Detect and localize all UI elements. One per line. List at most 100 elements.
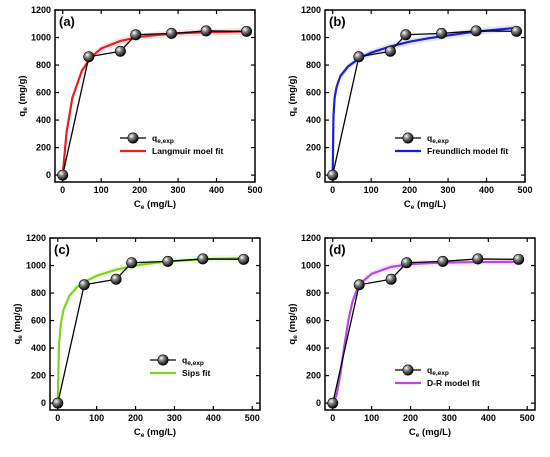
x-tick-label: 500 [520, 413, 535, 423]
y-tick-label: 0 [316, 398, 321, 408]
panel-label: (a) [59, 14, 75, 29]
y-tick-label: 200 [306, 371, 321, 381]
data-point [353, 51, 365, 63]
data-point [52, 397, 64, 409]
data-point [511, 25, 523, 37]
y-tick-label: 200 [31, 371, 46, 381]
legend-marker-exp [127, 132, 139, 144]
data-point [384, 45, 396, 57]
data-point [472, 253, 484, 265]
data-point [78, 279, 90, 291]
panel-label: (b) [329, 14, 346, 29]
legend-marker-exp [402, 364, 414, 376]
panel-2: 0 100 200 300 400 500 0 200 400 600 800 1000 1200 Ce … [12, 233, 261, 439]
legend-label-fit: D-R model fit [427, 378, 480, 388]
x-tick-label: 100 [364, 413, 379, 423]
legend-label-exp: qe,exp [152, 133, 174, 145]
y-tick-label: 800 [36, 60, 51, 70]
panel-label: (c) [54, 242, 70, 257]
plot-frame [324, 237, 536, 411]
x-tick-label: 400 [206, 413, 221, 423]
y-tick-label: 600 [306, 88, 321, 98]
y-tick-label: 400 [36, 115, 51, 125]
panel-0: 0 100 200 300 400 500 0 200 400 600 800 1000 1200 Ce … [17, 5, 263, 211]
legend-marker-exp [157, 354, 169, 366]
y-tick-label: 0 [316, 170, 321, 180]
data-point [437, 255, 449, 267]
fit-curve [61, 30, 248, 176]
data-point [110, 273, 122, 285]
data-point [513, 253, 525, 265]
data-point [400, 29, 412, 41]
legend-label-exp: qe,exp [427, 365, 449, 377]
plot-frame [324, 9, 526, 183]
data-point [327, 397, 339, 409]
y-tick-label: 1000 [31, 33, 51, 43]
data-point [401, 257, 413, 269]
x-tick-label: 200 [403, 413, 418, 423]
fit-confidence-band [57, 254, 245, 404]
plot-frame [54, 9, 256, 183]
y-tick-label: 1200 [31, 5, 51, 15]
legend-label-fit: Freundlich model fit [427, 146, 508, 156]
y-axis-label: qe (mg/g) [287, 303, 299, 344]
x-tick-label: 200 [128, 413, 143, 423]
x-tick-label: 500 [245, 413, 260, 423]
y-tick-label: 0 [46, 170, 51, 180]
x-tick-label: 100 [94, 185, 109, 195]
x-tick-label: 400 [479, 185, 494, 195]
y-tick-label: 800 [31, 288, 46, 298]
y-tick-label: 1200 [301, 5, 321, 15]
y-axis-label: qe (mg/g) [12, 303, 24, 344]
data-point [200, 25, 212, 37]
x-tick-label: 200 [132, 185, 147, 195]
panel-3: 0 100 200 300 400 500 0 200 400 600 800 1000 1200 Ce … [287, 233, 536, 439]
y-tick-label: 1000 [26, 261, 46, 271]
data-point [238, 253, 250, 265]
y-tick-label: 600 [36, 88, 51, 98]
x-tick-label: 500 [517, 185, 532, 195]
data-point [57, 169, 69, 181]
y-tick-label: 800 [306, 288, 321, 298]
x-tick-label: 0 [330, 413, 335, 423]
y-tick-label: 400 [306, 343, 321, 353]
y-tick-label: 400 [306, 115, 321, 125]
panel-label: (d) [329, 242, 346, 257]
x-tick-label: 0 [330, 185, 335, 195]
y-tick-label: 1200 [301, 233, 321, 243]
y-tick-label: 200 [306, 143, 321, 153]
data-point [241, 25, 253, 37]
legend-label-fit: Sips fit [182, 368, 211, 378]
legend-label-exp: qe,exp [182, 355, 204, 367]
y-tick-label: 1000 [301, 261, 321, 271]
panel-1: 0 100 200 300 400 500 0 200 400 600 800 1000 1200 Ce … [287, 5, 533, 211]
legend-marker-exp [402, 132, 414, 144]
x-tick-label: 300 [167, 413, 182, 423]
data-point [130, 29, 142, 41]
data-point [166, 27, 178, 39]
plot-frame [49, 237, 261, 411]
x-tick-label: 300 [171, 185, 186, 195]
data-point [327, 169, 339, 181]
data-point [353, 279, 365, 291]
y-tick-label: 1000 [301, 33, 321, 43]
x-tick-label: 100 [364, 185, 379, 195]
x-tick-label: 0 [55, 413, 60, 423]
x-tick-label: 300 [442, 413, 457, 423]
x-tick-label: 100 [89, 413, 104, 423]
y-tick-label: 1200 [26, 233, 46, 243]
x-tick-label: 300 [441, 185, 456, 195]
y-axis-label: qe (mg/g) [287, 75, 299, 116]
data-point [162, 255, 174, 267]
x-axis-label: Ce (mg/L) [134, 199, 176, 211]
x-tick-label: 400 [209, 185, 224, 195]
y-tick-label: 600 [31, 316, 46, 326]
legend-label-exp: qe,exp [427, 133, 449, 145]
y-tick-label: 800 [306, 60, 321, 70]
x-axis-label: Ce (mg/L) [409, 427, 451, 439]
